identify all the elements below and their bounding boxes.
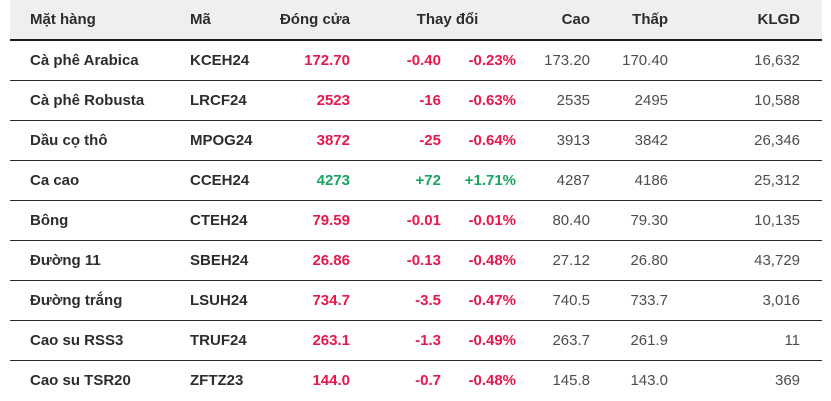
cell-change-pct: -0.23% — [468, 51, 517, 69]
cell-high: 3913 — [556, 131, 591, 149]
cell-commodity: Cà phê Arabica — [30, 51, 139, 69]
cell-change-abs: +72 — [415, 171, 441, 189]
cell-code: CTEH24 — [190, 211, 248, 229]
cell-low: 3842 — [634, 131, 669, 149]
cell-commodity: Đường 11 — [30, 251, 101, 269]
cell-change-pct: -0.01% — [468, 211, 517, 229]
cell-commodity: Ca cao — [30, 171, 80, 189]
cell-close: 263.1 — [312, 331, 350, 349]
cell-close: 734.7 — [312, 291, 350, 309]
cell-low: 733.7 — [630, 291, 669, 309]
cell-volume: 10,135 — [754, 211, 801, 229]
cell-close: 26.86 — [312, 251, 350, 269]
cell-commodity: Cao su RSS3 — [30, 331, 124, 349]
cell-change-abs: -0.13 — [406, 251, 441, 269]
cell-close: 4273 — [316, 171, 350, 189]
cell-change-pct: -0.48% — [468, 251, 517, 269]
header-code: Mã — [180, 0, 260, 41]
cell-close: 2523 — [316, 91, 350, 109]
cell-change-abs: -0.01 — [406, 211, 441, 229]
cell-code: TRUF24 — [190, 331, 247, 349]
table-row[interactable]: Đường trắng LSUH24 734.7 -3.5 -0.47% 740… — [10, 280, 823, 320]
cell-change-pct: -0.49% — [468, 331, 517, 349]
table-row[interactable]: Cà phê Arabica KCEH24 172.70 -0.40 -0.23… — [10, 40, 823, 80]
table-body: Cà phê Arabica KCEH24 172.70 -0.40 -0.23… — [10, 40, 823, 400]
cell-close: 79.59 — [312, 211, 350, 229]
cell-low: 79.30 — [630, 211, 669, 229]
cell-commodity: Bông — [30, 211, 69, 229]
cell-change-abs: -25 — [419, 131, 441, 149]
header-high: Cao — [530, 0, 606, 41]
cell-volume: 3,016 — [762, 291, 801, 309]
header-commodity: Mặt hàng — [10, 0, 180, 41]
cell-volume: 10,588 — [754, 91, 801, 109]
cell-change-pct: +1.71% — [464, 171, 517, 189]
header-row: Mặt hàng Mã Đóng cửa Thay đổi Cao Thấp K… — [10, 0, 823, 41]
cell-high: 145.8 — [552, 371, 591, 389]
cell-high: 4287 — [556, 171, 591, 189]
commodity-price-table: Mặt hàng Mã Đóng cửa Thay đổi Cao Thấp K… — [10, 0, 823, 400]
header-volume: KLGD — [683, 0, 823, 41]
table-header: Mặt hàng Mã Đóng cửa Thay đổi Cao Thấp K… — [10, 0, 823, 41]
table-row[interactable]: Bông CTEH24 79.59 -0.01 -0.01% 80.40 79.… — [10, 200, 823, 240]
cell-change-abs: -0.40 — [406, 51, 441, 69]
cell-low: 4186 — [634, 171, 669, 189]
cell-code: KCEH24 — [190, 51, 250, 69]
table-row[interactable]: Cao su TSR20 ZFTZ23 144.0 -0.7 -0.48% 14… — [10, 360, 822, 400]
cell-code: MPOG24 — [190, 131, 253, 149]
cell-volume: 26,346 — [754, 131, 801, 149]
table-row[interactable]: Cao su RSS3 TRUF24 263.1 -1.3 -0.49% 263… — [10, 320, 823, 360]
cell-low: 2495 — [634, 91, 669, 109]
cell-high: 80.40 — [552, 211, 591, 229]
cell-close: 3872 — [316, 131, 350, 149]
cell-volume: 369 — [774, 371, 801, 389]
cell-change-abs: -16 — [419, 91, 441, 109]
cell-low: 261.9 — [630, 331, 669, 349]
cell-change-pct: -0.47% — [468, 291, 517, 309]
cell-code: SBEH24 — [190, 251, 249, 269]
cell-high: 27.12 — [552, 251, 591, 269]
cell-change-pct: -0.64% — [468, 131, 517, 149]
cell-code: LRCF24 — [190, 91, 247, 109]
header-low: Thấp — [605, 0, 684, 41]
cell-commodity: Dầu cọ thô — [30, 131, 108, 149]
cell-high: 2535 — [556, 91, 591, 109]
cell-change-abs: -0.7 — [415, 371, 441, 389]
cell-volume: 11 — [784, 331, 801, 349]
cell-code: CCEH24 — [190, 171, 250, 189]
cell-high: 740.5 — [552, 291, 591, 309]
cell-commodity: Đường trắng — [30, 291, 123, 309]
cell-change-pct: -0.48% — [468, 371, 517, 389]
cell-high: 173.20 — [544, 51, 591, 69]
cell-close: 172.70 — [304, 51, 350, 69]
cell-low: 170.40 — [622, 51, 669, 69]
cell-code: LSUH24 — [190, 291, 248, 309]
cell-volume: 43,729 — [754, 251, 801, 269]
cell-change-abs: -3.5 — [415, 291, 441, 309]
table-row[interactable]: Đường 11 SBEH24 26.86 -0.13 -0.48% 27.12… — [10, 240, 823, 280]
cell-change-abs: -1.3 — [415, 331, 441, 349]
cell-low: 26.80 — [630, 251, 669, 269]
cell-commodity: Cà phê Robusta — [30, 91, 145, 109]
cell-high: 263.7 — [552, 331, 591, 349]
header-change: Thay đổi — [365, 0, 531, 41]
header-close: Đóng cửa — [260, 0, 365, 41]
cell-volume: 25,312 — [754, 171, 801, 189]
cell-code: ZFTZ23 — [190, 371, 244, 389]
cell-commodity: Cao su TSR20 — [30, 371, 131, 389]
cell-change-pct: -0.63% — [468, 91, 517, 109]
cell-volume: 16,632 — [754, 51, 801, 69]
table-row[interactable]: Ca cao CCEH24 4273 +72 +1.71% 4287 4186 … — [10, 160, 823, 200]
table-row[interactable]: Cà phê Robusta LRCF24 2523 -16 -0.63% 25… — [10, 80, 823, 120]
cell-low: 143.0 — [630, 371, 669, 389]
table-row[interactable]: Dầu cọ thô MPOG24 3872 -25 -0.64% 3913 3… — [10, 120, 823, 160]
cell-close: 144.0 — [312, 371, 350, 389]
